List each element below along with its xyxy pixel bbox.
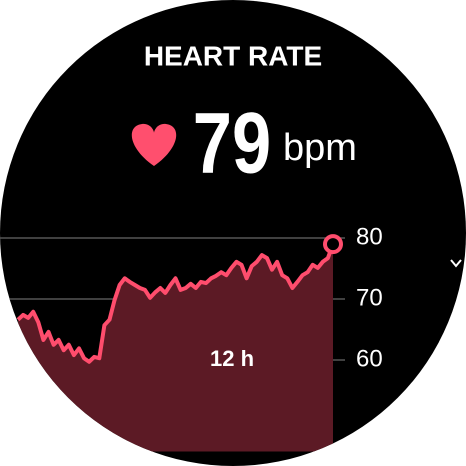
annotation-bg	[196, 346, 268, 374]
title: HEART RATE	[144, 40, 322, 71]
chevron[interactable]	[450, 259, 462, 268]
heart-icon	[131, 123, 177, 166]
plot: 60 70 80 12 h	[0, 223, 383, 452]
y-tick-label: 60	[356, 345, 383, 372]
current-point	[323, 234, 343, 255]
y-tick-label: 70	[356, 284, 383, 311]
area	[18, 244, 333, 452]
span-label: 12 h	[210, 346, 254, 371]
y-tick-label: 80	[356, 223, 383, 250]
line	[16, 243, 335, 364]
heart-rate-unit: bpm	[283, 127, 357, 169]
heart-rate-value: 79	[193, 95, 271, 191]
